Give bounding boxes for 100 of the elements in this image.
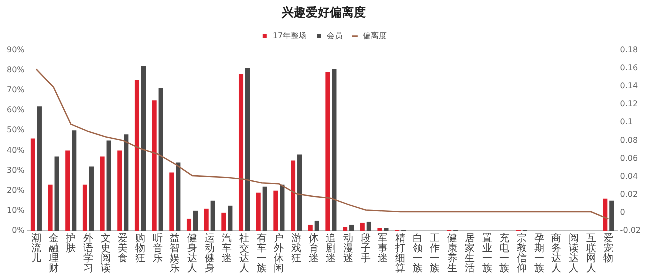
x-tick-label: 爱美食 — [118, 232, 128, 265]
bar — [37, 106, 42, 231]
bar — [308, 224, 313, 231]
bar — [210, 200, 216, 231]
x-tick-label: 户外休闲 — [274, 232, 284, 275]
y2-tick-label: -0.02 — [620, 226, 642, 236]
y-tick-label: 30% — [7, 166, 26, 175]
x-tick-label: 置业一族 — [482, 232, 492, 275]
y-tick-label: 50% — [7, 126, 26, 135]
bar — [30, 138, 36, 231]
bar — [82, 184, 88, 231]
chart-title: 兴趣爱好偏离度 — [281, 5, 366, 20]
y-tick-label: 10% — [7, 206, 26, 216]
bar — [245, 68, 250, 231]
bar — [222, 212, 226, 231]
bar — [186, 218, 192, 231]
x-tick-label: 动漫迷 — [344, 234, 354, 265]
bar — [170, 172, 174, 231]
bar — [193, 210, 198, 231]
x-tick-label: 追剧迷 — [326, 232, 336, 265]
bar — [204, 208, 209, 231]
bar — [141, 66, 146, 231]
x-tick-label: 运动健身 — [204, 232, 215, 275]
legend-label: 会员 — [327, 31, 344, 40]
x-tick-label: 文史阅读 — [100, 232, 111, 275]
bar — [54, 156, 60, 231]
bar — [378, 228, 382, 231]
bar — [343, 226, 348, 231]
x-tick-label: 宗教信仰 — [516, 232, 527, 275]
x-tick-label: 游戏狂 — [292, 232, 302, 265]
x-tick-label: 段子手 — [360, 232, 371, 265]
y2-tick-label: 0.06 — [620, 154, 638, 163]
x-tick-label: 外语学习 — [83, 234, 94, 275]
bar — [360, 222, 365, 231]
y-tick-label: 40% — [7, 146, 26, 155]
bar — [152, 100, 157, 231]
y-tick-label: 70% — [7, 86, 26, 95]
bar — [384, 228, 389, 231]
x-tick-label: 社交达人 — [240, 232, 250, 275]
bar — [291, 160, 296, 231]
x-tick-label: 白领一族 — [412, 232, 423, 275]
bar — [89, 166, 94, 231]
bar — [176, 162, 181, 231]
y-tick-label: 20% — [7, 186, 26, 195]
x-tick-label: 居家生活 — [464, 234, 475, 275]
legend-label: 17年整场 — [272, 31, 308, 40]
bar — [610, 200, 614, 231]
y-tick-label: 60% — [7, 106, 26, 115]
y2-tick-label: 0.18 — [620, 45, 638, 54]
x-tick-label: 益智娱乐 — [170, 232, 180, 275]
bar — [298, 154, 302, 231]
bar — [48, 184, 53, 231]
x-tick-label: 健康养生 — [448, 234, 458, 275]
x-tick-label: 金融理财 — [48, 232, 59, 275]
bar — [314, 220, 320, 231]
bar — [106, 140, 112, 231]
x-tick-label: 互联网人 — [586, 234, 596, 275]
bar — [366, 222, 372, 231]
legend-label: 偏离度 — [363, 31, 388, 40]
x-tick-label: 体育迷 — [308, 232, 319, 265]
y-tick-label: 80% — [7, 66, 26, 75]
x-tick-label: 听音乐 — [152, 232, 163, 265]
y2-tick-label: 0 — [620, 208, 626, 218]
x-tick-label: 阅读达人 — [568, 232, 579, 275]
bar — [134, 80, 140, 231]
y2-tick-label: 0.1 — [620, 118, 634, 127]
x-tick-label: 工作一族 — [429, 234, 440, 275]
x-tick-label: 护肤 — [65, 232, 76, 255]
bar — [280, 184, 285, 231]
y2-tick-label: 0.12 — [620, 100, 638, 109]
bar — [118, 150, 122, 231]
x-tick-label: 购物狂 — [135, 234, 146, 265]
x-tick-label: 充电一族 — [500, 232, 510, 275]
y2-tick-label: 0.08 — [620, 136, 638, 145]
x-tick-label: 潮流儿 — [31, 232, 42, 265]
bar — [603, 198, 608, 231]
y-tick-label: 90% — [7, 45, 26, 54]
y2-tick-label: 0.16 — [620, 64, 638, 73]
x-tick-label: 爱宠物 — [604, 232, 614, 265]
bar — [72, 130, 77, 231]
bar — [274, 190, 278, 231]
bar — [158, 88, 164, 231]
x-tick-label: 军事迷 — [378, 234, 388, 265]
x-tick-label: 有车一族 — [256, 232, 267, 275]
x-tick-label: 商务达人 — [552, 232, 562, 275]
bar — [66, 150, 70, 231]
bar — [350, 224, 354, 231]
y-tick-label: 0% — [12, 226, 26, 236]
x-tick-label: 孕期一族 — [534, 234, 544, 275]
bar — [228, 206, 233, 231]
bar — [326, 72, 330, 231]
x-tick-label: 汽车迷 — [222, 232, 232, 265]
y2-tick-label: 0.02 — [620, 190, 638, 199]
bar — [100, 156, 105, 231]
y2-tick-label: 0.04 — [620, 172, 638, 181]
bar — [262, 186, 268, 231]
bar — [256, 192, 261, 231]
x-tick-label: 精打细算 — [394, 232, 406, 275]
x-tick-label: 健身达人 — [188, 234, 198, 275]
bar — [238, 74, 244, 231]
